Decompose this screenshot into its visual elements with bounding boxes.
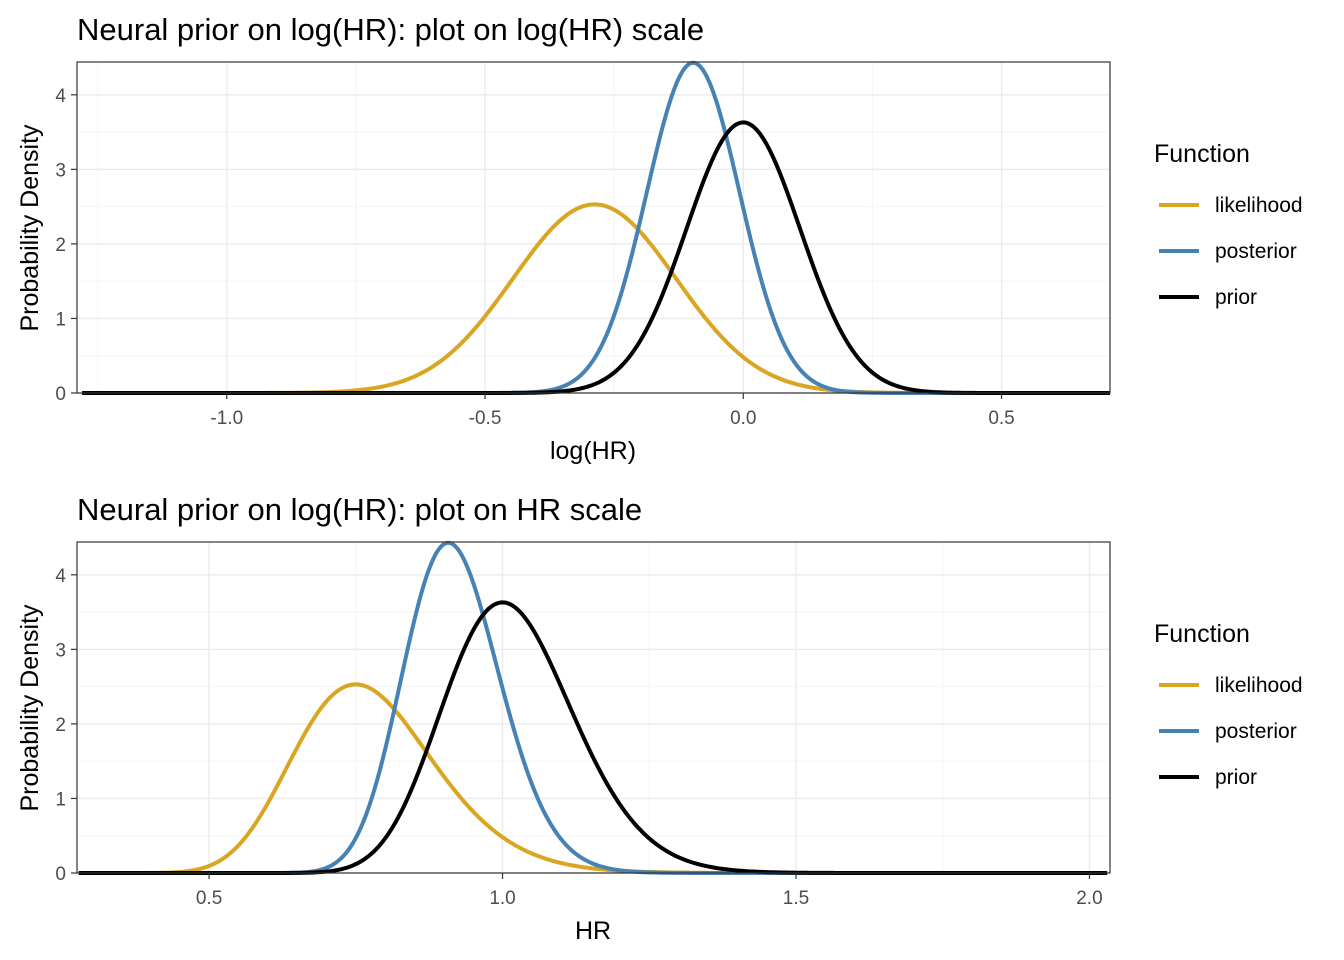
chart-2-y-axis: 0 1 2 3 4 (55, 566, 77, 885)
chart-1-legend: Function likelihood posterior prior (1154, 140, 1303, 309)
chart-2-x-axis: 0.5 1.0 1.5 2.0 (196, 873, 1103, 909)
chart-1-y-axis: 0 1 2 3 4 (55, 86, 77, 405)
legend-item-prior: prior (1159, 766, 1257, 789)
x-tick-label: -1.0 (210, 408, 243, 429)
chart-1-legend-title: Function (1154, 140, 1250, 168)
y-tick-label: 1 (55, 309, 66, 330)
legend-item-prior: prior (1159, 286, 1257, 309)
chart-2-legend: Function likelihood posterior prior (1154, 620, 1303, 789)
legend-label-posterior: posterior (1215, 720, 1297, 743)
legend-label-posterior: posterior (1215, 240, 1297, 263)
y-tick-label: 4 (55, 86, 66, 107)
y-tick-label: 1 (55, 789, 66, 810)
y-tick-label: 2 (55, 715, 66, 736)
y-tick-label: 3 (55, 160, 66, 181)
legend-item-likelihood: likelihood (1159, 674, 1303, 697)
y-tick-label: 0 (55, 864, 66, 885)
chart-1-x-axis-title: log(HR) (550, 437, 636, 465)
legend-label-likelihood: likelihood (1215, 674, 1303, 697)
y-tick-label: 4 (55, 566, 66, 587)
chart-1-x-axis: -1.0 -0.5 0.0 0.5 (210, 393, 1015, 429)
chart-1-title: Neural prior on log(HR): plot on log(HR)… (77, 12, 704, 47)
legend-item-posterior: posterior (1159, 720, 1297, 743)
x-tick-label: 1.5 (783, 888, 809, 909)
chart-panel-2: Neural prior on log(HR): plot on HR scal… (16, 492, 1303, 945)
chart-1-y-axis-title: Probability Density (16, 124, 44, 332)
chart-2-title: Neural prior on log(HR): plot on HR scal… (77, 492, 642, 527)
x-tick-label: 2.0 (1076, 888, 1102, 909)
chart-2-x-axis-title: HR (575, 917, 611, 945)
chart-2-y-axis-title: Probability Density (16, 604, 44, 812)
chart-1-plot-background (77, 62, 1110, 393)
legend-item-posterior: posterior (1159, 240, 1297, 263)
legend-item-likelihood: likelihood (1159, 194, 1303, 217)
chart-panel-1: Neural prior on log(HR): plot on log(HR)… (16, 12, 1303, 465)
x-tick-label: 0.0 (730, 408, 756, 429)
chart-2-plot-background (77, 542, 1110, 873)
legend-label-prior: prior (1215, 766, 1257, 789)
chart-2-panel-border (76, 541, 1111, 874)
chart-1-panel-border (76, 61, 1111, 394)
x-tick-label: 0.5 (988, 408, 1014, 429)
x-tick-label: 0.5 (196, 888, 222, 909)
chart-2-legend-title: Function (1154, 620, 1250, 648)
x-tick-label: -0.5 (469, 408, 502, 429)
y-tick-label: 2 (55, 235, 66, 256)
y-tick-label: 0 (55, 384, 66, 405)
x-tick-label: 1.0 (489, 888, 515, 909)
y-tick-label: 3 (55, 640, 66, 661)
legend-label-prior: prior (1215, 286, 1257, 309)
legend-label-likelihood: likelihood (1215, 194, 1303, 217)
